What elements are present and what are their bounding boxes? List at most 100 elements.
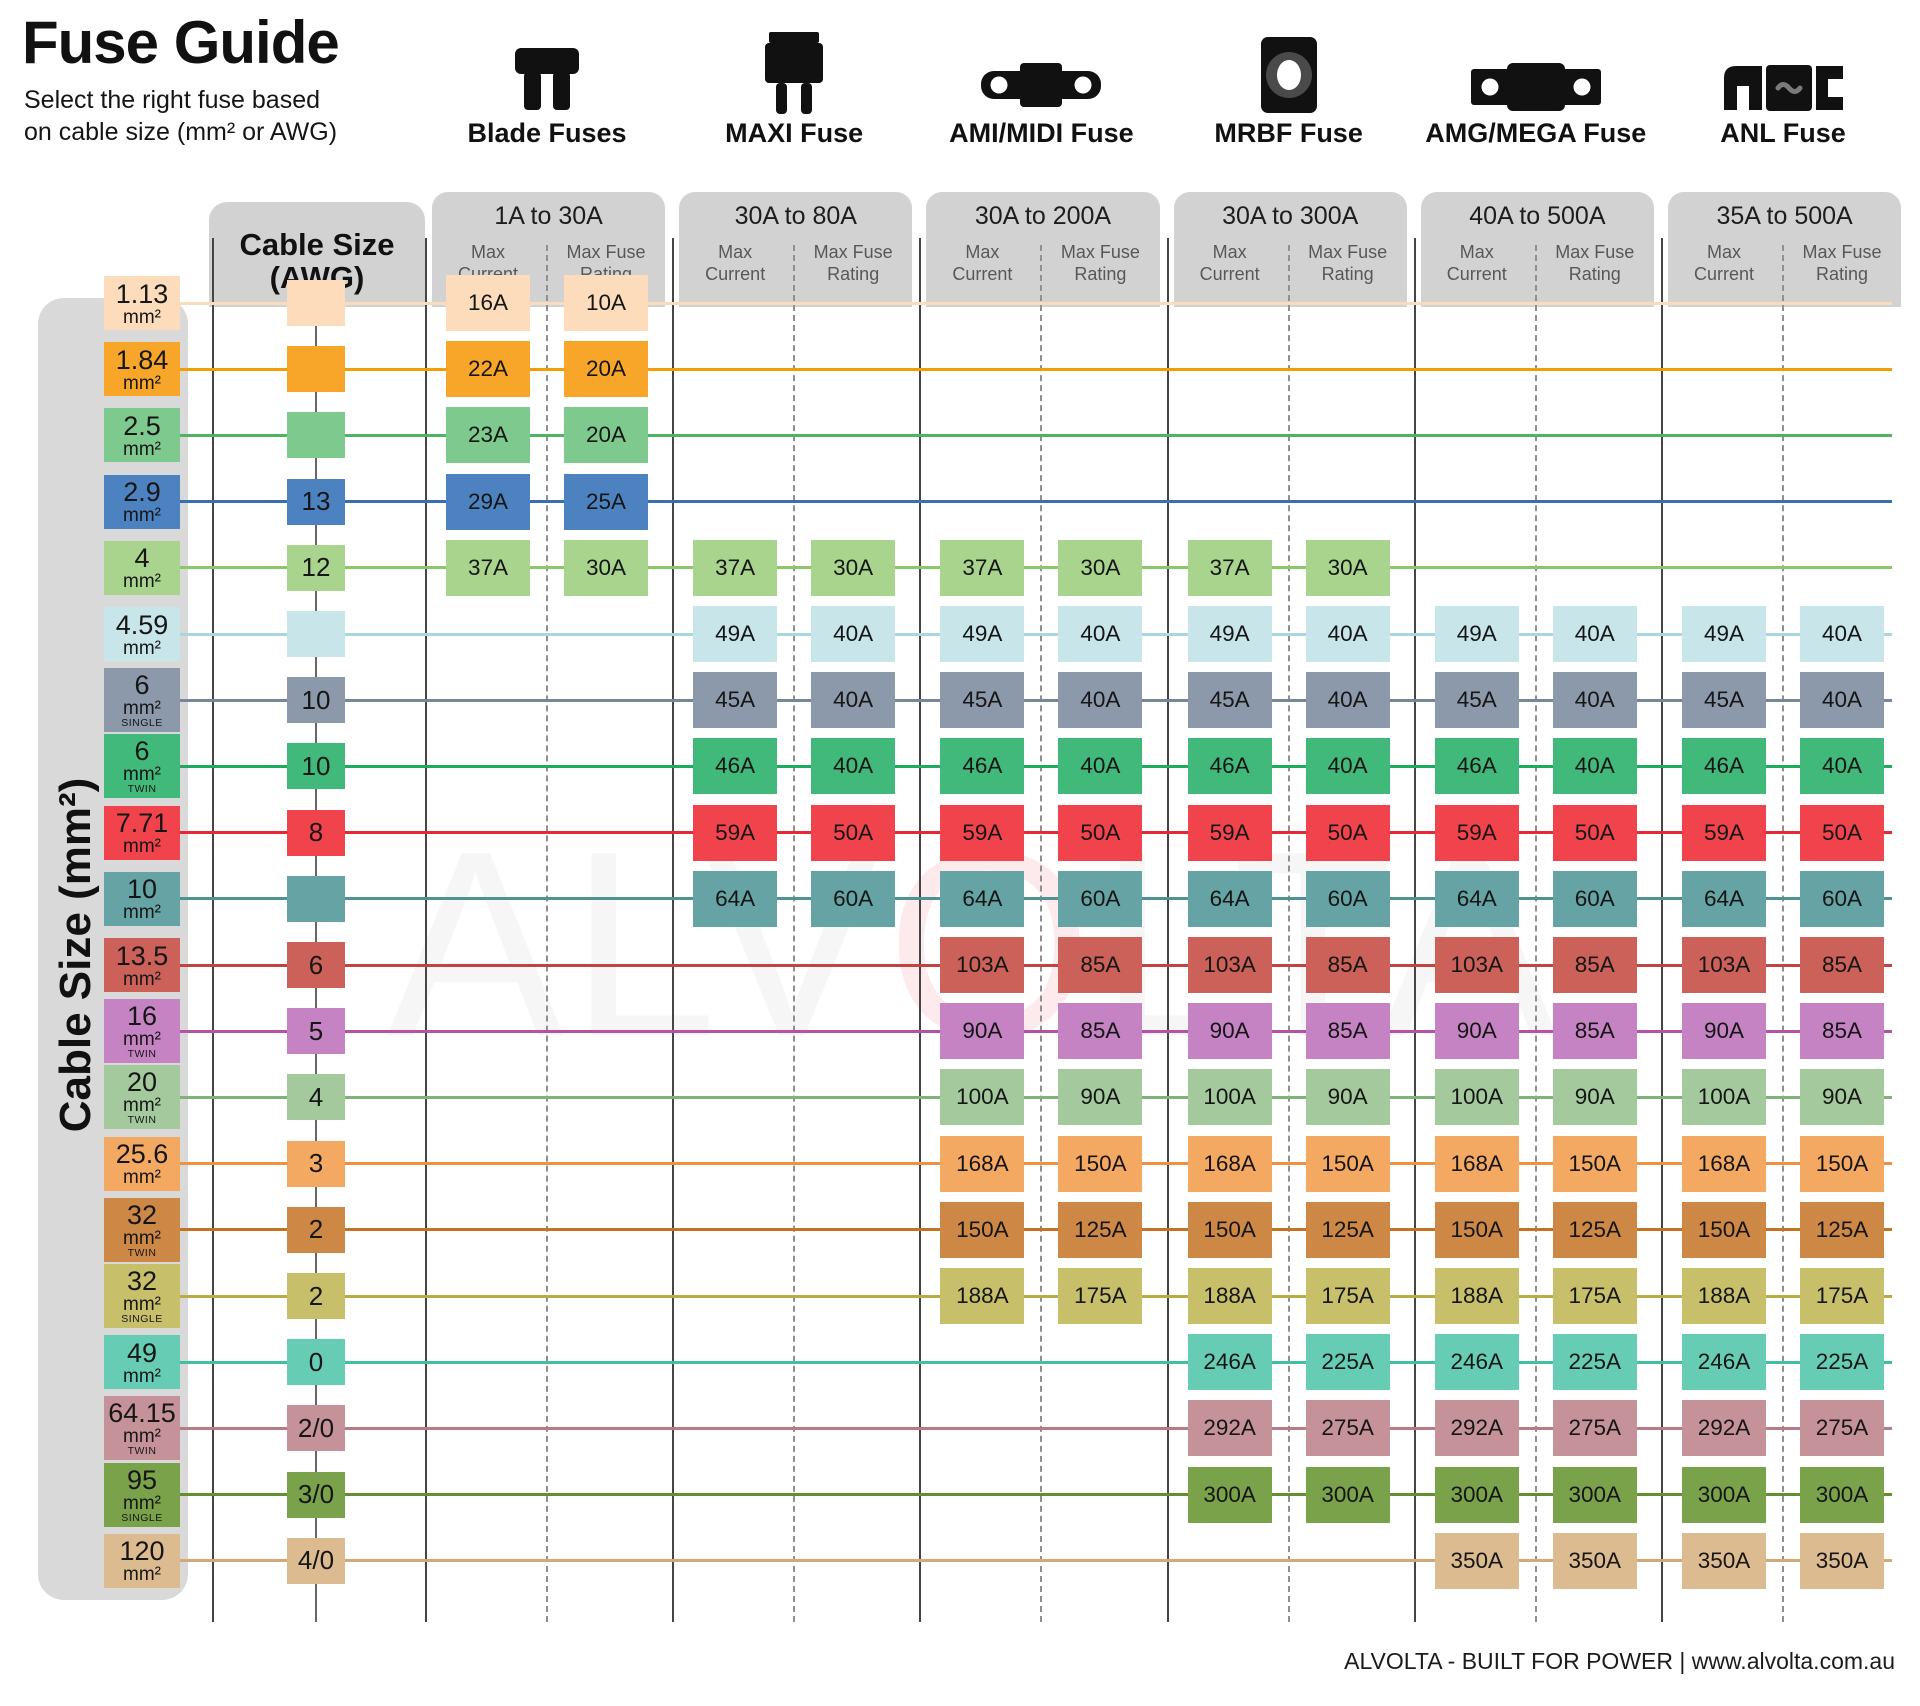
max-current-cell: 103A <box>940 937 1025 993</box>
cable-size-unit: mm² <box>123 1095 161 1117</box>
max-fuse-rating-cell: 30A <box>811 539 896 596</box>
max-current-cell: 150A <box>940 1201 1025 1258</box>
max-current-cell: 45A <box>693 672 778 729</box>
cable-size-value: 2.5 <box>123 410 161 441</box>
max-current-cell: 188A <box>1434 1268 1519 1324</box>
cable-size-unit: mm² <box>123 1365 161 1387</box>
cable-size-value: 16 <box>126 1001 158 1032</box>
awg-chip: 3/0 <box>287 1471 345 1518</box>
max-fuse-rating-cell: 125A <box>1058 1201 1143 1258</box>
max-fuse-rating-cell: 225A <box>1800 1334 1884 1391</box>
subheader-line: Max <box>1706 242 1741 262</box>
subheader-line: Rating <box>1815 264 1869 284</box>
max-current-cell: 29A <box>446 473 530 530</box>
max-fuse-rating-cell: 85A <box>1552 1003 1637 1060</box>
cable-size-value: 120 <box>119 1536 165 1567</box>
cable-size-variant: TWIN <box>127 1114 157 1127</box>
awg-chip: 5 <box>287 1008 345 1055</box>
max-current-cell: 168A <box>940 1135 1025 1192</box>
max-fuse-rating-cell: 40A <box>811 606 896 662</box>
subheader-line: Max Fuse <box>813 242 893 262</box>
row-line <box>180 500 1892 504</box>
max-current-cell: 103A <box>1434 937 1519 993</box>
cable-size-value: 6 <box>134 670 150 701</box>
row-line <box>180 1095 1892 1099</box>
max-fuse-rating-cell: 40A <box>811 738 896 795</box>
max-current-cell: 100A <box>1187 1069 1272 1126</box>
row-line <box>180 1426 1892 1430</box>
subheader-max-current: Max Current <box>1666 241 1782 285</box>
subheader-line: Max Fuse <box>566 242 646 262</box>
max-current-cell: 49A <box>1682 606 1766 662</box>
subheader-max-fuse-rating: Max Fuse Rating <box>1290 241 1406 285</box>
cable-size-unit: mm² <box>123 1294 161 1315</box>
subheader-line: Max Fuse <box>1555 242 1635 262</box>
group-divider-line <box>919 238 922 1622</box>
subheader-line: Current <box>705 264 766 284</box>
row-line <box>180 301 1892 305</box>
subheader-max-current: Max Current <box>924 241 1040 285</box>
max-current-cell: 64A <box>693 870 778 927</box>
subheader-line: Max Fuse <box>1060 242 1140 262</box>
cable-size-chip: 20 mm² TWIN <box>104 1065 180 1130</box>
cable-size-chip: 6 mm² TWIN <box>104 734 180 799</box>
anl-fuse-icon <box>1713 24 1853 114</box>
awg-chip: 0 <box>287 1339 345 1386</box>
awg-chip: 13 <box>287 478 345 525</box>
max-current-cell: 246A <box>1187 1334 1272 1391</box>
max-fuse-rating-cell: 50A <box>1552 804 1637 861</box>
cable-size-chip: 10 mm² <box>104 871 180 926</box>
subheader-max-fuse-rating: Max Fuse Rating <box>795 241 911 285</box>
subheader-max-current: Max Current <box>677 241 793 285</box>
cable-size-unit: mm² <box>123 902 161 924</box>
max-fuse-rating-cell: 30A <box>1305 539 1390 596</box>
max-current-cell: 150A <box>1187 1201 1272 1258</box>
row-line <box>180 1493 1892 1497</box>
cable-size-chip: 2.5 mm² <box>104 408 180 463</box>
group-divider-line <box>1166 238 1169 1622</box>
fuse-group-header <box>1420 192 1654 307</box>
row-line <box>180 433 1892 437</box>
page-subtitle-line1: Select the right fuse based <box>24 86 321 114</box>
max-fuse-rating-cell: 175A <box>1552 1268 1637 1324</box>
max-current-cell: 45A <box>1187 672 1272 729</box>
cable-size-value: 20 <box>126 1067 158 1098</box>
max-fuse-rating-cell: 60A <box>1058 870 1143 927</box>
row-line <box>180 1294 1892 1298</box>
max-current-cell: 100A <box>1682 1069 1766 1126</box>
cable-size-value: 2.9 <box>123 477 161 508</box>
max-fuse-rating-cell: 225A <box>1552 1334 1637 1391</box>
max-fuse-rating-cell: 125A <box>1305 1201 1390 1258</box>
subheader-line: Max <box>718 242 753 262</box>
max-current-cell: 300A <box>1682 1466 1766 1523</box>
cable-size-chip: 32 mm² TWIN <box>104 1197 180 1262</box>
subheader-max-fuse-rating: Max Fuse Rating <box>1537 241 1653 285</box>
max-fuse-rating-cell: 40A <box>1305 672 1390 729</box>
max-current-cell: 350A <box>1434 1532 1519 1589</box>
max-fuse-rating-cell: 40A <box>1552 606 1637 662</box>
max-fuse-rating-cell: 90A <box>1800 1069 1884 1126</box>
column-divider-line <box>1534 245 1537 1622</box>
awg-chip: 10 <box>287 743 345 790</box>
cable-size-value: 95 <box>126 1464 158 1495</box>
cable-size-unit: mm² <box>123 1227 161 1249</box>
awg-chip: 2 <box>287 1273 345 1319</box>
max-current-cell: 188A <box>1187 1268 1272 1324</box>
cable-size-value: 4 <box>134 543 150 574</box>
max-fuse-rating-cell: 50A <box>1058 804 1143 861</box>
subheader-line: Rating <box>827 264 880 284</box>
max-current-cell: 103A <box>1682 937 1766 993</box>
fuse-group-header <box>1173 192 1407 307</box>
cable-size-variant: TWIN <box>127 1246 157 1259</box>
max-fuse-rating-cell: 150A <box>1800 1135 1884 1192</box>
awg-chip: 3 <box>287 1140 345 1187</box>
max-current-cell: 168A <box>1187 1135 1272 1192</box>
awg-chip: 12 <box>287 544 345 591</box>
max-fuse-rating-cell: 275A <box>1552 1400 1637 1457</box>
fuse-group-range: 1A to 30A <box>494 202 603 230</box>
subheader-line: Rating <box>1074 264 1127 284</box>
max-current-cell: 292A <box>1682 1400 1766 1457</box>
max-fuse-rating-cell: 85A <box>1058 937 1143 993</box>
fuse-group-header <box>926 192 1160 307</box>
cable-size-unit: mm² <box>123 836 161 858</box>
